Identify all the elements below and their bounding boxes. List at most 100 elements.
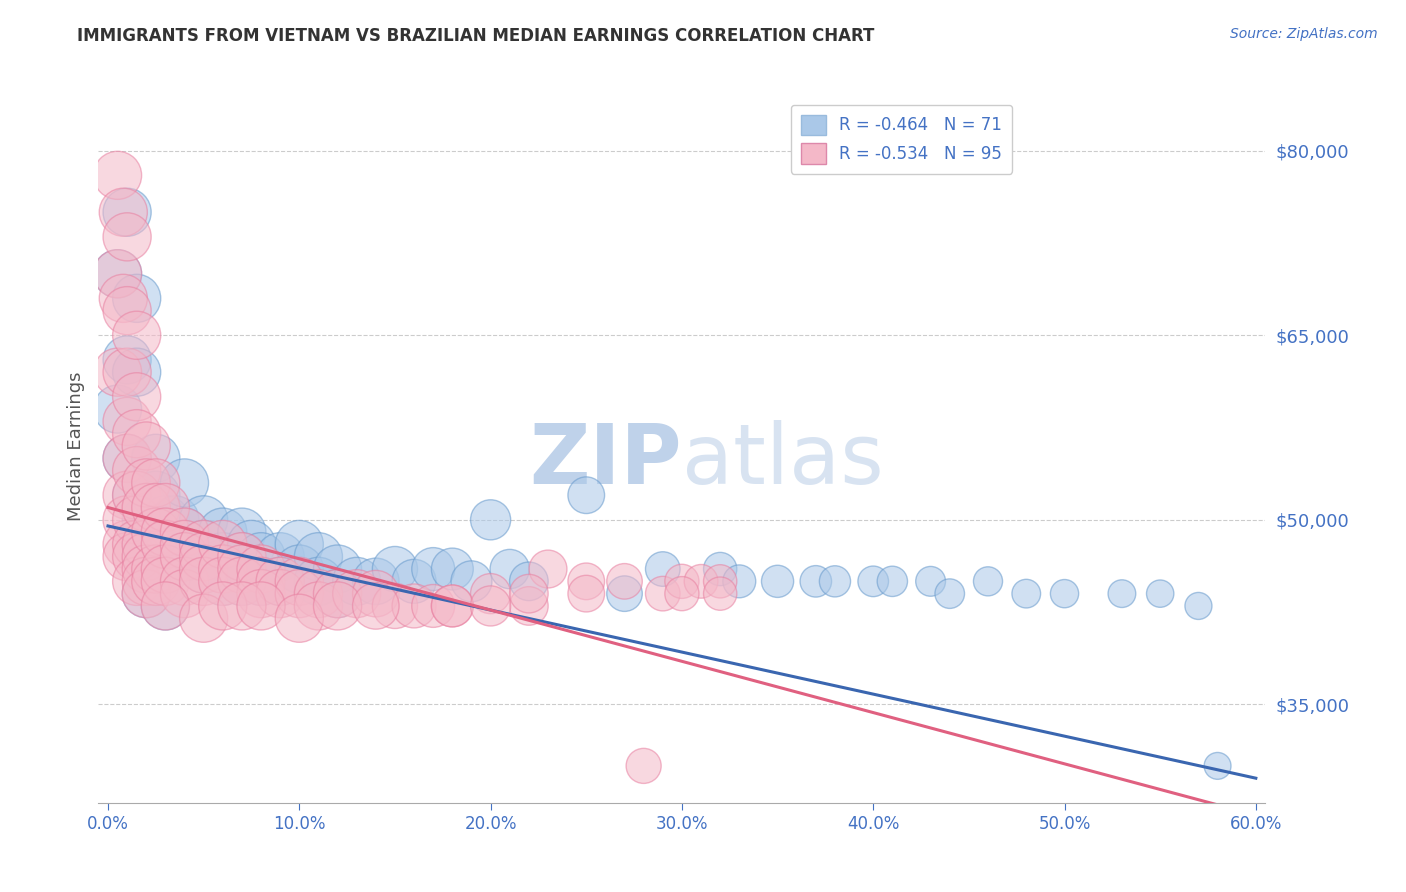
Point [441,562,464,576]
Point [145,562,167,576]
Point [269,574,291,589]
Point [479,599,502,613]
Point [173,549,195,564]
Point [633,759,655,773]
Point [115,414,138,428]
Point [125,488,148,502]
Point [1053,587,1076,601]
Point [651,587,673,601]
Point [882,574,904,589]
Point [250,549,273,564]
Point [250,562,273,576]
Point [288,562,311,576]
Point [671,574,693,589]
Point [250,574,273,589]
Point [231,599,253,613]
Point [1206,759,1229,773]
Point [250,587,273,601]
Point [1111,587,1133,601]
Point [250,599,273,613]
Point [613,574,636,589]
Point [575,587,598,601]
Point [155,537,177,551]
Point [977,574,1000,589]
Point [1149,587,1171,601]
Point [155,537,177,551]
Point [517,587,540,601]
Point [173,525,195,540]
Text: ZIP: ZIP [530,420,682,500]
Point [155,562,177,576]
Point [193,562,215,576]
Point [115,549,138,564]
Point [115,537,138,551]
Point [125,513,148,527]
Point [920,574,942,589]
Point [145,574,167,589]
Point [135,587,157,601]
Point [107,267,129,281]
Point [211,549,233,564]
Point [155,500,177,515]
Point [125,537,148,551]
Point [651,562,673,576]
Point [145,451,167,466]
Point [709,574,731,589]
Point [135,549,157,564]
Point [288,587,311,601]
Point [862,574,884,589]
Point [125,488,148,502]
Point [364,599,387,613]
Point [115,205,138,219]
Y-axis label: Median Earnings: Median Earnings [66,371,84,521]
Point [326,562,349,576]
Point [269,587,291,601]
Point [135,475,157,490]
Point [709,587,731,601]
Point [107,365,129,379]
Point [112,291,135,305]
Point [135,537,157,551]
Point [145,475,167,490]
Point [155,513,177,527]
Point [155,599,177,613]
Point [211,599,233,613]
Point [240,537,263,551]
Point [115,352,138,367]
Point [231,549,253,564]
Point [112,205,135,219]
Point [1187,599,1209,613]
Point [135,513,157,527]
Point [135,562,157,576]
Point [125,574,148,589]
Point [479,587,502,601]
Point [145,500,167,515]
Point [346,574,368,589]
Point [671,587,693,601]
Point [288,574,311,589]
Point [307,599,329,613]
Point [115,451,138,466]
Legend: R = -0.464   N = 71, R = -0.534   N = 95: R = -0.464 N = 71, R = -0.534 N = 95 [790,104,1012,174]
Point [125,328,148,343]
Point [938,587,960,601]
Point [173,475,195,490]
Point [288,611,311,625]
Point [193,574,215,589]
Point [269,549,291,564]
Point [155,574,177,589]
Point [441,599,464,613]
Point [288,537,311,551]
Point [384,599,406,613]
Text: IMMIGRANTS FROM VIETNAM VS BRAZILIAN MEDIAN EARNINGS CORRELATION CHART: IMMIGRANTS FROM VIETNAM VS BRAZILIAN MED… [77,27,875,45]
Point [460,574,482,589]
Point [575,574,598,589]
Point [107,402,129,417]
Point [231,562,253,576]
Point [404,599,426,613]
Point [135,574,157,589]
Point [728,574,751,589]
Text: atlas: atlas [682,420,883,500]
Point [115,451,138,466]
Point [211,525,233,540]
